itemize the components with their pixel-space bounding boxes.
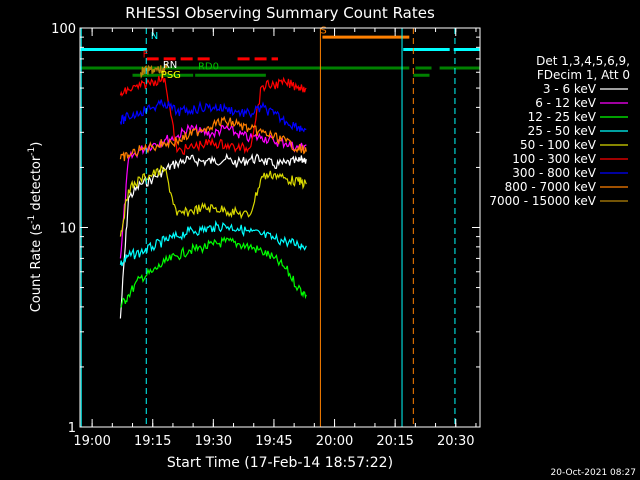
series-line-3 <box>119 219 307 267</box>
x-tick-label: 20:00 <box>316 434 353 449</box>
y-tick-label: 1 <box>68 421 76 436</box>
x-tick-label: 19:30 <box>195 434 232 449</box>
annotation-s: S <box>320 25 326 36</box>
legend-label: 6 - 12 keV <box>535 96 597 110</box>
annotation-psg: PSG <box>161 70 181 81</box>
legend-label: 12 - 25 keV <box>528 110 597 124</box>
x-tick-label: 19:45 <box>255 434 292 449</box>
y-axis-label-end: ) <box>29 142 44 147</box>
legend-header-decimation: FDecim 1, Att 0 <box>537 68 630 82</box>
time-markers <box>80 28 456 427</box>
annotation-rd0: RD0 <box>198 61 219 72</box>
legend: Det 1,3,4,5,6,9, FDecim 1, Att 0 3 - 6 k… <box>489 54 630 208</box>
legend-label: 300 - 800 keV <box>512 166 596 180</box>
legend-label: 800 - 7000 keV <box>505 180 597 194</box>
x-axis-label: Start Time (17-Feb-14 18:57:22) <box>167 455 393 471</box>
y-axis-ticks: 1 10 100 <box>51 22 480 436</box>
series-line-0 <box>119 152 307 319</box>
series-line-5 <box>119 74 307 155</box>
y-tick-label: 10 <box>59 222 76 237</box>
annotation-rn: RN <box>163 60 177 71</box>
y-axis-label-mid: detector <box>29 155 44 215</box>
series-line-8 <box>140 63 168 79</box>
legend-label: 50 - 100 keV <box>520 138 597 152</box>
y-axis-label: Count Rate (s-1 detector-1) <box>27 142 44 313</box>
series-line-2 <box>120 235 307 308</box>
legend-header-detectors: Det 1,3,4,5,6,9, <box>536 54 630 68</box>
y-axis-label-sup1: -1 <box>27 215 37 224</box>
annotation-f: F <box>143 50 149 61</box>
annotation-n: N <box>151 31 158 42</box>
x-axis-ticks: 19:00 19:15 19:30 19:45 20:00 20:15 20:30 <box>73 28 477 449</box>
y-tick-label: 100 <box>51 22 76 37</box>
series-line-4 <box>119 164 307 237</box>
series-line-6 <box>119 99 307 133</box>
legend-label: 100 - 300 keV <box>512 152 596 166</box>
observing-flags <box>80 35 480 77</box>
legend-label: 25 - 50 keV <box>528 124 597 138</box>
chart-title: RHESSI Observing Summary Count Rates <box>125 4 435 22</box>
y-axis-label-main: Count Rate (s <box>29 224 44 313</box>
y-axis-label-sup2: -1 <box>27 147 37 156</box>
x-tick-label: 19:00 <box>73 434 110 449</box>
x-tick-label: 20:30 <box>437 434 474 449</box>
series-line-7 <box>119 115 307 162</box>
x-tick-label: 19:15 <box>134 434 171 449</box>
x-tick-label: 20:15 <box>376 434 413 449</box>
series-layer <box>119 63 307 319</box>
legend-label: 7000 - 15000 keV <box>489 194 596 208</box>
footer-timestamp: 20-Oct-2021 08:27 <box>551 468 636 478</box>
legend-label: 3 - 6 keV <box>543 82 597 96</box>
